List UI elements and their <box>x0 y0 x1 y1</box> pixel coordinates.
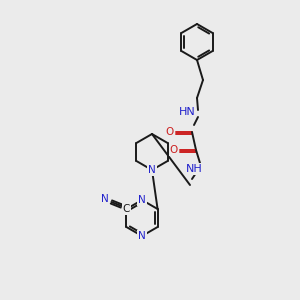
Text: N: N <box>100 194 108 204</box>
Text: C: C <box>123 204 130 214</box>
Text: O: O <box>166 127 174 137</box>
Text: N: N <box>148 165 156 175</box>
Text: NH: NH <box>186 164 202 174</box>
Text: HN: HN <box>178 107 195 117</box>
Text: O: O <box>170 145 178 155</box>
Text: N: N <box>138 231 146 241</box>
Text: N: N <box>138 195 146 205</box>
